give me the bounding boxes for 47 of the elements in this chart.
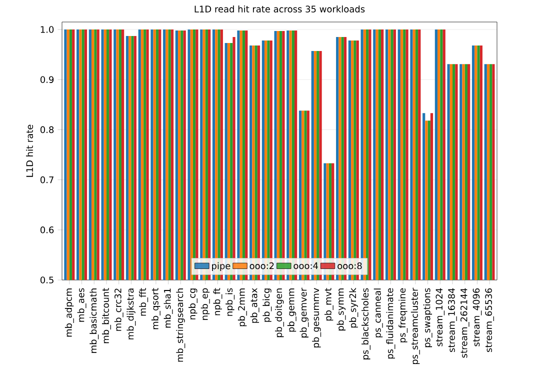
y-tick-label: 0.7 xyxy=(40,176,54,184)
legend-label: ooo:4 xyxy=(294,262,318,270)
x-tick-label: ps_fluidanimate xyxy=(386,288,396,359)
x-tick-label: pb_gemm xyxy=(287,288,296,332)
y-tick-label: 0.8 xyxy=(40,126,54,134)
x-tick-label: ps_streamcluster xyxy=(410,288,420,364)
x-tick-label: ps_blackscholes xyxy=(362,288,370,360)
x-tick-label: mb_dijkstra xyxy=(126,288,136,340)
x-tick-label: mb_basicmath xyxy=(90,288,99,353)
y-tick-label: 1.0 xyxy=(40,26,54,33)
x-tick-label: stream_16384 xyxy=(448,288,457,352)
x-tick-label: ps_freqmine xyxy=(398,288,408,342)
x-tick-label: pb_atax xyxy=(250,288,260,323)
x-tick-label: pb_syr2k xyxy=(349,288,358,328)
legend-label: ooo:2 xyxy=(250,262,274,270)
x-tick-label: mb_aes xyxy=(77,288,86,322)
y-axis-title: L1D hit rate xyxy=(26,124,34,177)
x-tick-label: ps_swaptions xyxy=(423,288,432,348)
x-tick-label: pb_doitgen xyxy=(275,288,284,338)
x-tick-label: pb_mvt xyxy=(324,288,334,321)
y-tick-label: 0.9 xyxy=(40,76,54,84)
x-tick-label: stream_4096 xyxy=(472,288,482,346)
chart-title: L1D read hit rate across 35 workloads xyxy=(194,5,365,12)
x-tick-label: stream_1024 xyxy=(436,288,445,346)
x-tick-label: mb_sha1 xyxy=(164,288,173,328)
x-tick-label: npb_cg xyxy=(188,288,198,320)
x-tick-label: npb_is xyxy=(226,288,235,316)
legend-label: ooo:8 xyxy=(338,262,362,270)
x-tick-label: pb_gemver xyxy=(300,288,309,338)
x-tick-label: pb_bicg xyxy=(262,288,272,322)
x-tick-label: npb_ft xyxy=(213,288,222,316)
y-tick-label: 0.6 xyxy=(40,226,54,234)
x-tick-label: mb_fft xyxy=(139,288,148,316)
x-tick-label: mb_adpcm xyxy=(64,288,74,337)
x-tick-label: mb_qsort xyxy=(151,288,160,330)
x-tick-label: mb_stringsearch xyxy=(176,288,186,362)
x-tick-label: stream_65536 xyxy=(485,288,494,352)
x-tick-label: pb_2mm xyxy=(238,288,247,326)
x-tick-label: stream_262144 xyxy=(460,288,470,358)
x-tick-label: mb_bitcount xyxy=(102,288,111,344)
x-tick-label: ps_canneal xyxy=(374,288,383,338)
x-tick-label: mb_crc32 xyxy=(114,288,124,331)
x-tick-label: pb_gesummv xyxy=(312,288,322,348)
x-tick-label: pb_symm xyxy=(336,288,346,330)
legend-label: pipe xyxy=(212,262,230,271)
x-tick-label: npb_ep xyxy=(200,288,210,320)
y-tick-label: 0.5 xyxy=(40,276,54,284)
